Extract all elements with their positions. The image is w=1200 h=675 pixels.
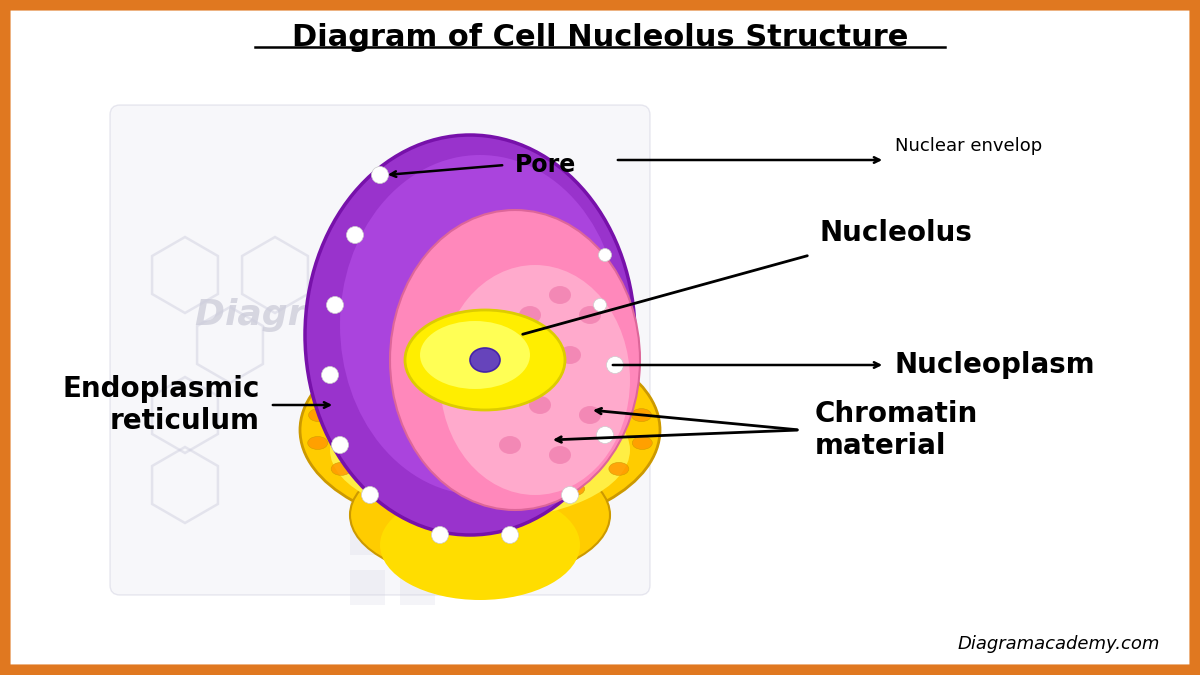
Ellipse shape <box>580 406 601 424</box>
Ellipse shape <box>331 462 352 475</box>
Ellipse shape <box>330 380 630 520</box>
Ellipse shape <box>499 436 521 454</box>
Ellipse shape <box>520 306 541 324</box>
Ellipse shape <box>404 310 565 410</box>
Ellipse shape <box>308 408 329 422</box>
Ellipse shape <box>565 483 584 495</box>
Ellipse shape <box>340 155 620 495</box>
Ellipse shape <box>390 210 640 510</box>
Ellipse shape <box>632 437 653 450</box>
Ellipse shape <box>502 353 522 366</box>
Ellipse shape <box>440 265 630 495</box>
Ellipse shape <box>322 367 338 383</box>
Ellipse shape <box>608 462 629 475</box>
Ellipse shape <box>305 135 635 535</box>
Ellipse shape <box>606 356 624 373</box>
Ellipse shape <box>502 526 518 543</box>
Ellipse shape <box>347 227 364 244</box>
Ellipse shape <box>326 296 343 313</box>
Ellipse shape <box>372 167 389 184</box>
Text: Diagramacademy.com: Diagramacademy.com <box>958 635 1160 653</box>
Bar <box>400 570 434 605</box>
Ellipse shape <box>438 353 458 366</box>
Ellipse shape <box>361 487 378 504</box>
Text: Endoplasmic
reticulum: Endoplasmic reticulum <box>62 375 260 435</box>
Ellipse shape <box>432 526 449 543</box>
Text: Nucleoplasm: Nucleoplasm <box>895 351 1096 379</box>
Ellipse shape <box>307 437 328 450</box>
Ellipse shape <box>350 450 610 580</box>
Ellipse shape <box>580 306 601 324</box>
Text: Diagram of Cell Nucleolus Structure: Diagram of Cell Nucleolus Structure <box>292 22 908 51</box>
Ellipse shape <box>379 363 400 377</box>
Ellipse shape <box>470 348 500 372</box>
Ellipse shape <box>334 383 354 396</box>
Text: Diagram Academy: Diagram Academy <box>196 298 565 332</box>
Ellipse shape <box>331 437 348 454</box>
Ellipse shape <box>596 427 613 443</box>
Text: Nuclear envelop: Nuclear envelop <box>895 137 1043 155</box>
Text: Chromatin
material: Chromatin material <box>815 400 978 460</box>
Ellipse shape <box>420 321 530 389</box>
Bar <box>400 520 434 555</box>
FancyBboxPatch shape <box>110 105 650 595</box>
Text: Nucleolus: Nucleolus <box>820 219 973 247</box>
Ellipse shape <box>606 383 626 396</box>
Ellipse shape <box>562 487 578 504</box>
Bar <box>350 470 385 505</box>
Ellipse shape <box>594 298 606 311</box>
Ellipse shape <box>550 446 571 464</box>
Ellipse shape <box>529 396 551 414</box>
Ellipse shape <box>550 286 571 304</box>
Text: Pore: Pore <box>515 153 576 177</box>
Ellipse shape <box>631 408 652 422</box>
Ellipse shape <box>300 330 660 530</box>
Ellipse shape <box>560 363 581 377</box>
Bar <box>350 520 385 555</box>
Ellipse shape <box>559 346 581 364</box>
Bar <box>400 470 434 505</box>
Ellipse shape <box>380 490 580 600</box>
Bar <box>350 570 385 605</box>
Ellipse shape <box>376 483 395 495</box>
Ellipse shape <box>599 248 612 261</box>
